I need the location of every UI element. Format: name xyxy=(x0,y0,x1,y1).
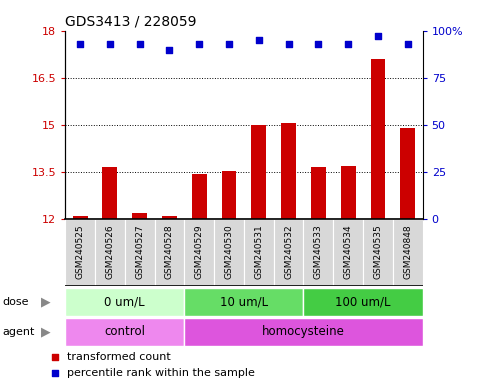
Text: homocysteine: homocysteine xyxy=(262,325,345,338)
Bar xyxy=(214,219,244,286)
Bar xyxy=(341,166,355,219)
Point xyxy=(136,41,143,47)
Text: 10 um/L: 10 um/L xyxy=(220,296,268,309)
Point xyxy=(106,41,114,47)
Bar xyxy=(400,128,415,219)
Bar xyxy=(222,170,237,219)
Bar xyxy=(155,219,185,286)
Text: GSM240529: GSM240529 xyxy=(195,225,204,279)
Text: GSM240533: GSM240533 xyxy=(314,225,323,280)
Text: ▶: ▶ xyxy=(41,296,51,309)
Text: GSM240528: GSM240528 xyxy=(165,225,174,279)
Bar xyxy=(65,219,95,286)
Text: 100 um/L: 100 um/L xyxy=(335,296,391,309)
Text: dose: dose xyxy=(2,297,29,307)
Text: GDS3413 / 228059: GDS3413 / 228059 xyxy=(65,14,197,28)
Text: 0 um/L: 0 um/L xyxy=(104,296,145,309)
Bar xyxy=(311,167,326,219)
Point xyxy=(404,41,412,47)
Text: GSM240534: GSM240534 xyxy=(344,225,353,279)
Bar xyxy=(162,216,177,219)
Text: GSM240531: GSM240531 xyxy=(255,225,263,280)
Point xyxy=(76,41,84,47)
Bar xyxy=(72,216,87,219)
Text: GSM240535: GSM240535 xyxy=(373,225,383,280)
Bar xyxy=(185,219,214,286)
Point xyxy=(52,354,59,360)
Point xyxy=(196,41,203,47)
Bar xyxy=(333,219,363,286)
Point xyxy=(374,33,382,40)
Bar xyxy=(95,219,125,286)
Bar xyxy=(185,318,423,346)
Point xyxy=(285,41,293,47)
Bar xyxy=(370,59,385,219)
Text: GSM240525: GSM240525 xyxy=(76,225,85,279)
Bar xyxy=(393,219,423,286)
Bar xyxy=(363,219,393,286)
Bar xyxy=(192,174,207,219)
Point xyxy=(255,37,263,43)
Text: transformed count: transformed count xyxy=(67,352,170,362)
Text: agent: agent xyxy=(2,327,35,337)
Point xyxy=(314,41,322,47)
Bar xyxy=(65,288,185,316)
Bar xyxy=(303,219,333,286)
Text: GSM240526: GSM240526 xyxy=(105,225,114,279)
Text: percentile rank within the sample: percentile rank within the sample xyxy=(67,368,255,378)
Bar xyxy=(102,167,117,219)
Bar xyxy=(125,219,155,286)
Point xyxy=(225,41,233,47)
Text: GSM240848: GSM240848 xyxy=(403,225,412,279)
Text: GSM240532: GSM240532 xyxy=(284,225,293,279)
Bar xyxy=(244,219,274,286)
Bar xyxy=(274,219,303,286)
Point xyxy=(166,46,173,53)
Bar xyxy=(251,125,266,219)
Bar xyxy=(65,318,185,346)
Point xyxy=(344,41,352,47)
Bar xyxy=(303,288,423,316)
Bar xyxy=(132,213,147,219)
Bar xyxy=(281,123,296,219)
Text: GSM240527: GSM240527 xyxy=(135,225,144,279)
Point xyxy=(52,370,59,376)
Text: GSM240530: GSM240530 xyxy=(225,225,233,280)
Text: ▶: ▶ xyxy=(41,325,51,338)
Text: control: control xyxy=(104,325,145,338)
Bar xyxy=(185,288,303,316)
